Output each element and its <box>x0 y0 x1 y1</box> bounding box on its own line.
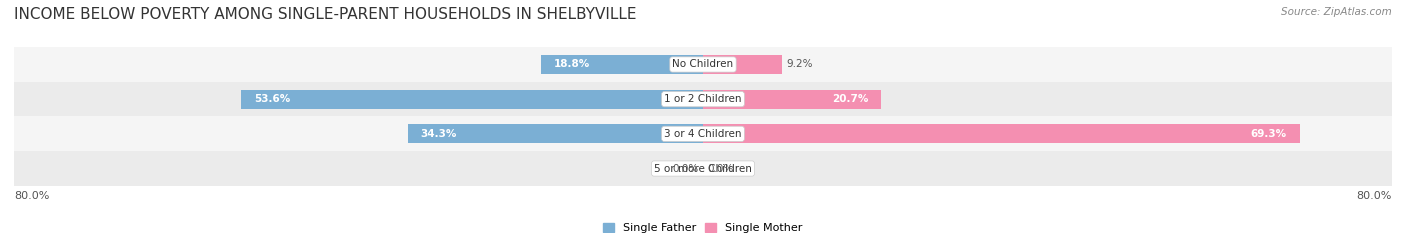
Bar <box>14 116 1392 151</box>
Bar <box>408 124 703 143</box>
Bar <box>541 55 703 74</box>
Text: 18.8%: 18.8% <box>554 59 591 69</box>
Text: 1 or 2 Children: 1 or 2 Children <box>664 94 742 104</box>
Bar <box>242 90 703 109</box>
Text: 80.0%: 80.0% <box>1357 191 1392 201</box>
Bar <box>14 151 1392 186</box>
Text: 5 or more Children: 5 or more Children <box>654 164 752 174</box>
Legend: Single Father, Single Mother: Single Father, Single Mother <box>599 219 807 233</box>
Bar <box>14 47 1392 82</box>
Text: 3 or 4 Children: 3 or 4 Children <box>664 129 742 139</box>
Text: 80.0%: 80.0% <box>14 191 49 201</box>
Text: 20.7%: 20.7% <box>832 94 869 104</box>
Text: 0.0%: 0.0% <box>672 164 699 174</box>
Bar <box>703 55 782 74</box>
Bar <box>703 90 882 109</box>
Bar <box>703 124 1299 143</box>
Text: 53.6%: 53.6% <box>254 94 291 104</box>
Text: INCOME BELOW POVERTY AMONG SINGLE-PARENT HOUSEHOLDS IN SHELBYVILLE: INCOME BELOW POVERTY AMONG SINGLE-PARENT… <box>14 7 637 22</box>
Text: No Children: No Children <box>672 59 734 69</box>
Text: 0.0%: 0.0% <box>707 164 734 174</box>
Text: 9.2%: 9.2% <box>786 59 813 69</box>
Text: 69.3%: 69.3% <box>1251 129 1286 139</box>
Text: Source: ZipAtlas.com: Source: ZipAtlas.com <box>1281 7 1392 17</box>
Text: 34.3%: 34.3% <box>420 129 457 139</box>
Bar <box>14 82 1392 116</box>
